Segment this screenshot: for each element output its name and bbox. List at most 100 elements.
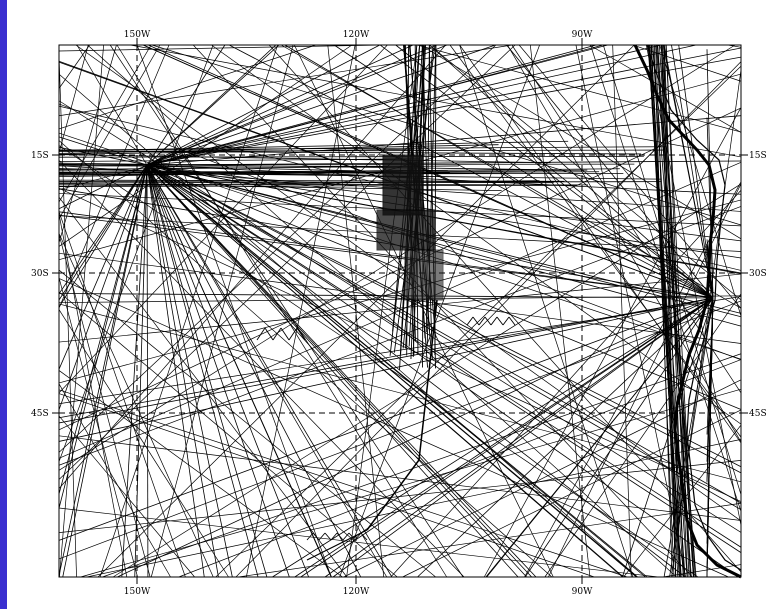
ship-track — [146, 164, 742, 553]
ship-track — [146, 164, 742, 468]
ship-track — [146, 44, 438, 166]
ship-track — [360, 532, 368, 541]
dense-cluster-upper — [376, 154, 444, 301]
ship-track — [146, 164, 537, 578]
ship-track — [651, 44, 675, 578]
ship-track — [58, 181, 662, 184]
ship-track — [330, 532, 338, 541]
ship-track — [58, 155, 644, 158]
ship-track — [336, 532, 344, 541]
ship-track — [58, 44, 388, 394]
ship-track — [58, 435, 742, 521]
map-frame: 150W 120W 90W 150W 120W 90W 15S 30S 45S … — [7, 0, 781, 609]
ship-track — [58, 389, 628, 578]
ship-track — [544, 293, 742, 578]
ship-track — [58, 297, 714, 442]
ship-track — [58, 140, 553, 578]
ship-track — [58, 164, 148, 576]
ship-track — [146, 164, 638, 578]
ship-track — [58, 160, 465, 578]
ship-track — [449, 44, 742, 438]
ship-track — [506, 44, 714, 299]
ship-track — [99, 44, 278, 578]
ship-track — [58, 297, 714, 541]
coastline-inner — [646, 44, 742, 571]
ship-track — [58, 303, 742, 483]
ship-track — [653, 44, 673, 578]
ship-track — [339, 44, 540, 578]
lon-label-bottom-150w: 150W — [124, 587, 151, 597]
ship-track — [58, 370, 343, 578]
lat-label-left-30s: 30S — [31, 269, 49, 279]
ship-track — [238, 502, 742, 578]
ship-track — [58, 145, 699, 578]
ship-track — [58, 183, 588, 186]
ship-track — [146, 164, 332, 578]
ship-track — [146, 164, 742, 410]
ship-track — [659, 44, 742, 317]
ship-track — [86, 439, 742, 578]
ship-track — [58, 154, 551, 164]
lon-label-bottom-90w: 90W — [572, 587, 593, 597]
ship-track — [268, 44, 742, 573]
ship-track — [484, 316, 492, 326]
ship-track — [496, 316, 504, 326]
lon-label-bottom-120w: 120W — [343, 587, 370, 597]
ship-track — [502, 316, 510, 326]
ship-track — [366, 459, 420, 531]
ship-track — [146, 164, 309, 578]
ship-track — [58, 234, 151, 578]
ship-track — [192, 44, 693, 578]
ship-track — [294, 297, 714, 578]
ship-track — [511, 44, 742, 394]
ship-track — [58, 44, 604, 190]
ship-track — [58, 383, 171, 578]
ship-track — [650, 44, 681, 578]
ship-track — [146, 164, 742, 242]
ship-track — [296, 327, 306, 341]
ship-track — [58, 199, 742, 384]
ship-track — [264, 327, 274, 341]
ship-track — [58, 146, 667, 151]
ship-track — [661, 44, 681, 578]
ship-track — [146, 44, 380, 166]
ship-track — [58, 460, 742, 533]
ship-track — [284, 44, 714, 299]
ship-track — [678, 44, 714, 299]
ship-track — [146, 44, 662, 166]
ship-track — [146, 44, 496, 166]
ship-track — [647, 44, 686, 578]
ship-track — [58, 170, 509, 175]
ship-track — [663, 44, 684, 578]
ship-track — [418, 299, 438, 461]
ship-track — [146, 164, 149, 578]
ship-track — [529, 44, 591, 578]
ship-track — [58, 44, 736, 471]
ship-track — [332, 297, 714, 578]
ship-track — [472, 316, 480, 326]
ship-track — [518, 44, 742, 309]
lat-label-right-15s: 15S — [749, 151, 767, 161]
ship-track — [58, 295, 742, 303]
ship-track — [58, 184, 577, 187]
ship-track — [324, 532, 332, 541]
ship-track — [146, 44, 448, 166]
ship-track — [648, 44, 680, 578]
ship-track — [306, 532, 314, 541]
ship-track — [272, 297, 714, 578]
ship-track — [146, 164, 233, 578]
ship-track — [706, 117, 714, 299]
lat-label-right-45s: 45S — [749, 409, 767, 419]
lat-label-left-45s: 45S — [31, 409, 49, 419]
ship-track — [417, 44, 742, 133]
ship-track — [342, 532, 350, 541]
ship-track — [280, 327, 290, 341]
ship-track — [459, 44, 634, 578]
ship-track — [58, 44, 161, 219]
ship-track — [146, 164, 742, 195]
ship-track — [58, 164, 148, 370]
ship-track — [58, 44, 90, 89]
ship-track — [256, 327, 266, 341]
ship-track — [58, 291, 398, 578]
ship-track — [652, 44, 697, 578]
